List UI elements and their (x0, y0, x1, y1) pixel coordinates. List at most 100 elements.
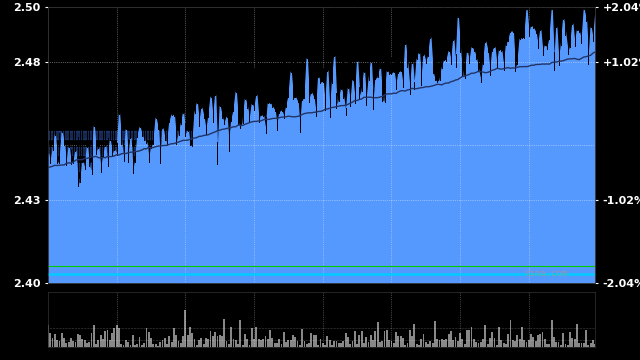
Bar (322, 343, 324, 347)
Bar (48, 163, 595, 171)
Bar (189, 327, 191, 347)
Bar (379, 342, 381, 347)
Bar (338, 343, 340, 347)
Bar (214, 332, 216, 347)
Bar (70, 338, 72, 347)
Bar (91, 333, 92, 347)
Bar (132, 334, 134, 347)
Bar (535, 341, 536, 347)
Bar (168, 336, 170, 347)
Bar (65, 343, 67, 347)
Bar (317, 345, 319, 347)
Bar (196, 346, 198, 347)
Bar (516, 335, 518, 347)
Bar (592, 339, 594, 347)
Bar (139, 337, 141, 347)
Bar (276, 342, 278, 347)
Bar (242, 345, 244, 347)
Bar (95, 344, 97, 347)
Bar (161, 340, 163, 347)
Bar (585, 330, 587, 347)
Bar (319, 339, 321, 347)
Bar (271, 338, 273, 347)
Bar (370, 335, 372, 347)
Bar (246, 338, 248, 347)
Bar (155, 344, 157, 347)
Bar (425, 342, 427, 347)
Bar (548, 344, 550, 347)
Bar (544, 339, 546, 347)
Bar (228, 344, 230, 347)
Bar (454, 337, 456, 347)
Bar (388, 341, 390, 347)
Bar (116, 325, 118, 347)
Bar (152, 344, 154, 347)
Bar (294, 337, 296, 347)
Bar (351, 341, 353, 347)
Bar (104, 332, 106, 347)
Bar (524, 340, 525, 347)
Bar (486, 344, 488, 347)
Bar (537, 335, 539, 347)
Bar (413, 324, 415, 347)
Bar (226, 341, 227, 347)
Bar (141, 345, 143, 347)
Bar (374, 332, 376, 347)
Bar (519, 339, 520, 347)
Bar (502, 343, 504, 347)
Bar (546, 344, 548, 347)
Bar (466, 330, 468, 347)
Bar (356, 344, 358, 347)
Bar (171, 342, 173, 347)
Bar (557, 342, 559, 347)
Bar (448, 334, 449, 347)
Bar (251, 328, 253, 347)
Bar (406, 343, 408, 347)
Bar (576, 324, 578, 347)
Bar (583, 343, 585, 347)
Bar (358, 335, 360, 347)
Bar (411, 336, 413, 347)
Bar (212, 336, 214, 347)
Bar (326, 336, 328, 347)
Bar (418, 345, 420, 347)
Bar (145, 328, 147, 347)
Bar (496, 345, 498, 347)
Bar (184, 310, 186, 347)
Bar (113, 328, 115, 347)
Bar (452, 340, 454, 347)
Bar (480, 342, 482, 347)
Bar (572, 338, 573, 347)
Bar (292, 335, 294, 347)
Bar (77, 334, 79, 347)
Bar (347, 337, 349, 347)
Bar (157, 346, 159, 347)
Bar (441, 339, 443, 347)
Bar (489, 338, 491, 347)
Bar (187, 336, 189, 347)
Bar (274, 343, 276, 347)
Bar (235, 340, 237, 347)
Bar (48, 243, 595, 251)
Bar (315, 335, 317, 347)
Bar (166, 344, 168, 347)
Bar (290, 340, 292, 347)
Bar (48, 227, 595, 235)
Bar (432, 343, 433, 347)
Bar (335, 341, 337, 347)
Bar (460, 333, 461, 347)
Bar (219, 335, 221, 347)
Bar (579, 343, 580, 347)
Bar (109, 339, 111, 347)
Bar (420, 339, 422, 347)
Bar (573, 339, 575, 347)
Bar (102, 338, 104, 347)
Bar (404, 345, 406, 347)
Bar (255, 327, 257, 347)
Bar (468, 330, 470, 347)
Bar (200, 338, 202, 347)
Bar (134, 345, 136, 347)
Bar (562, 333, 564, 347)
Bar (397, 336, 399, 347)
Bar (111, 333, 113, 347)
